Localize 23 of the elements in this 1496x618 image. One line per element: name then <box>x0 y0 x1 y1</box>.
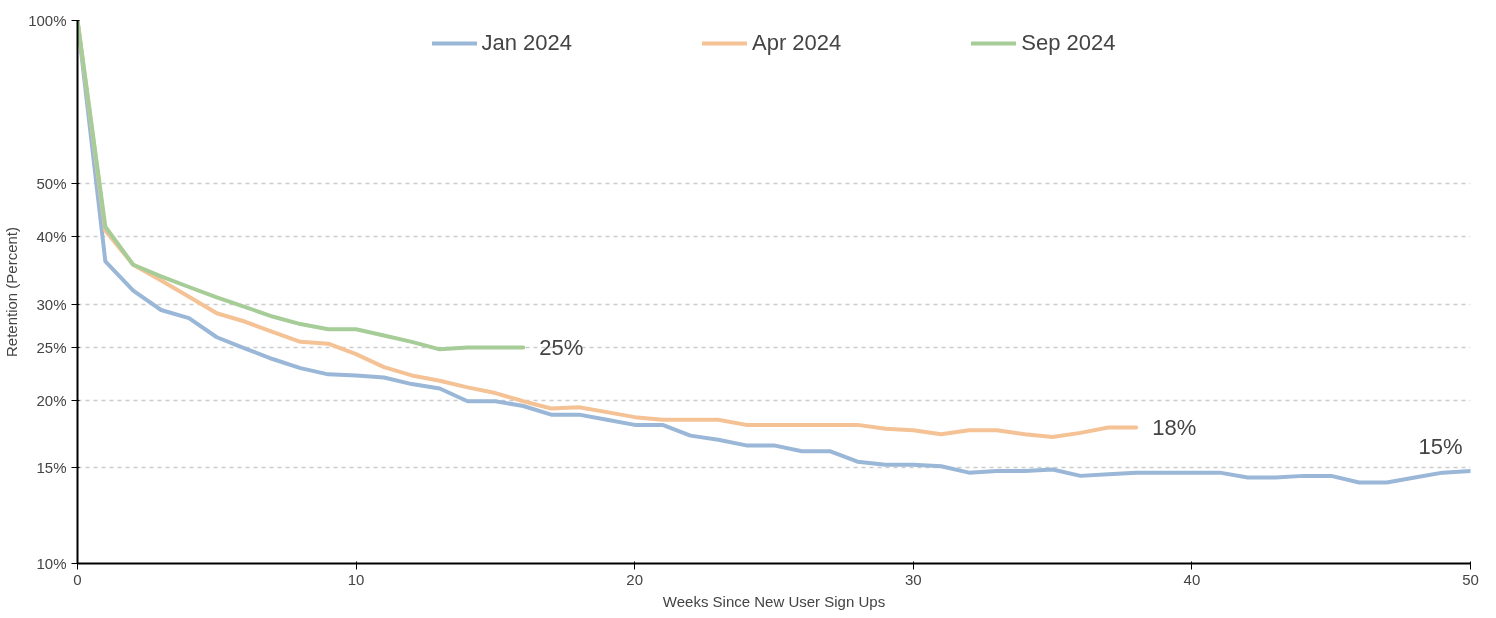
legend-label: Jan 2024 <box>481 30 573 56</box>
y-tick-label: 50% <box>36 175 67 193</box>
y-tick-label: 25% <box>36 338 67 356</box>
x-tick-label: 40 <box>1183 570 1201 588</box>
y-axis-title: Retention (Percent) <box>3 226 21 358</box>
annotation: 15% <box>1418 434 1463 460</box>
x-tick-label: 30 <box>904 570 922 588</box>
x-axis-title: Weeks Since New User Sign Ups <box>662 592 886 610</box>
legend-label: Apr 2024 <box>752 30 842 56</box>
x-tick-label: 0 <box>73 570 82 588</box>
y-tick-label: 100% <box>28 12 67 29</box>
y-tick-label: 20% <box>36 391 67 409</box>
x-tick-label: 50 <box>1462 570 1479 588</box>
x-tick-label: 10 <box>347 570 365 588</box>
annotation: 18% <box>1152 415 1197 441</box>
y-tick-label: 40% <box>36 228 67 246</box>
annotation: 25% <box>539 334 584 360</box>
x-tick-label: 20 <box>626 570 644 588</box>
line-series <box>77 20 526 352</box>
y-tick-label: 10% <box>36 555 67 572</box>
y-tick-label: 30% <box>36 295 67 313</box>
y-tick-label: 15% <box>36 459 67 477</box>
legend-label: Sep 2024 <box>1021 30 1116 56</box>
